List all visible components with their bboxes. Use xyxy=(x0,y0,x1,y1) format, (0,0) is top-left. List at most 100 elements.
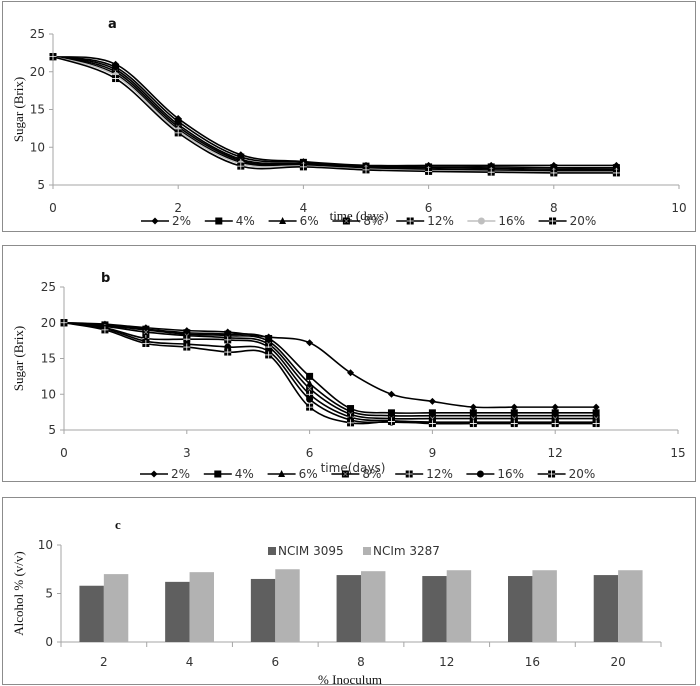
bar-ncim-3287-6 xyxy=(275,569,300,642)
data-point xyxy=(469,403,477,411)
bar-ncim-3095-16 xyxy=(508,576,533,642)
bar-ncim-3095-8 xyxy=(336,575,361,642)
series-2pct xyxy=(60,319,600,411)
data-point xyxy=(306,339,314,347)
data-point-glyph xyxy=(487,168,495,176)
legend-label: 16% xyxy=(498,214,525,228)
y-tick-label: 25 xyxy=(30,27,45,41)
legend-item: 8% xyxy=(332,214,382,228)
data-point xyxy=(510,403,518,411)
x-tick-label: 2 xyxy=(174,201,182,215)
y-tick-label: 5 xyxy=(37,178,45,192)
data-point-glyph xyxy=(425,167,433,175)
legend-item: 20% xyxy=(538,214,597,228)
legend-item: NCIm 3287 xyxy=(363,544,440,558)
series-2pct xyxy=(49,53,620,169)
x-tick-label: 0 xyxy=(60,446,68,460)
legend-marker xyxy=(151,217,159,225)
data-point-glyph xyxy=(183,343,191,351)
data-point-glyph xyxy=(112,75,120,83)
legend-item: 4% xyxy=(204,214,255,228)
y-tick-label: 20 xyxy=(41,316,56,330)
legend-swatch xyxy=(268,547,276,555)
panel-c-alcohol-bar-chart: c 0 5 10 2 4 6 8 12 16 20 % Inoculum Alcohol % (v/v)… xyxy=(2,497,696,686)
bar-ncim-3287-16 xyxy=(532,570,557,642)
legend-label: 20% xyxy=(569,467,596,481)
data-point-glyph xyxy=(49,53,57,61)
series-16pct xyxy=(49,53,620,176)
x-axis-title: time(days) xyxy=(321,461,386,475)
legend-marker-glyph xyxy=(343,471,348,477)
legend-label: 8% xyxy=(363,214,382,228)
legend-marker xyxy=(477,217,485,225)
x-tick-label: 4 xyxy=(186,655,194,669)
series-line xyxy=(52,55,617,171)
bar-ncim-3287-12 xyxy=(446,570,472,642)
y-axis-title: Alcohol % (v/v) xyxy=(11,551,26,635)
data-point-glyph xyxy=(362,166,370,174)
legend-marker-glyph xyxy=(548,470,556,478)
series-4pct xyxy=(49,53,620,172)
legend-marker-glyph xyxy=(406,217,414,225)
y-tick-label: 0 xyxy=(45,635,53,649)
legend-item: 2% xyxy=(141,214,191,228)
y-tick-label: 10 xyxy=(30,140,45,154)
legend-marker xyxy=(214,470,222,478)
series-20pct xyxy=(60,319,600,428)
legend-label: NCIM 3095 xyxy=(278,544,344,558)
x-tick-label: 8 xyxy=(550,201,558,215)
data-point-glyph xyxy=(142,339,150,347)
y-tick-label: 20 xyxy=(30,65,45,79)
legend-item: 12% xyxy=(396,214,454,228)
legend-label: 8% xyxy=(362,467,381,481)
legend-marker xyxy=(215,217,223,225)
data-point-glyph xyxy=(237,162,245,170)
data-point xyxy=(347,369,355,377)
legend-label: 6% xyxy=(299,467,318,481)
legend-item: 6% xyxy=(268,214,319,228)
y-tick-label: 15 xyxy=(41,352,56,366)
x-tick-label: 6 xyxy=(271,655,279,669)
x-tick-label: 6 xyxy=(306,446,314,460)
legend-item: NCIM 3095 xyxy=(268,544,344,558)
legend-label: 20% xyxy=(570,214,597,228)
legend-marker xyxy=(150,470,158,478)
bar-ncim-3287-20 xyxy=(618,570,643,642)
data-point-glyph xyxy=(174,129,182,137)
x-tick-label: 6 xyxy=(425,201,433,215)
panel-letter: c xyxy=(115,517,121,532)
x-tick-label: 12 xyxy=(439,655,454,669)
series-line xyxy=(52,55,617,172)
data-point-glyph xyxy=(224,336,232,344)
panel-b-sugar-vs-time: b 5 10 15 20 25 0 3 6 9 12 15 time(days) Sugar (Brix)… xyxy=(2,245,696,482)
data-point-glyph xyxy=(428,420,436,428)
series-20pct xyxy=(49,53,620,177)
legend-item: 20% xyxy=(537,467,596,481)
y-tick-label: 5 xyxy=(48,423,56,437)
legend-label: 12% xyxy=(427,214,454,228)
bar-ncim-3095-4 xyxy=(165,581,190,642)
data-point xyxy=(428,397,436,405)
y-tick-label: 5 xyxy=(45,587,53,601)
legend-item: 2% xyxy=(140,467,190,481)
legend-marker xyxy=(279,217,287,224)
series-4pct xyxy=(60,319,600,417)
legend-marker-glyph xyxy=(549,217,557,225)
legend-label: 2% xyxy=(171,467,190,481)
legend-item: 4% xyxy=(203,467,254,481)
series-line xyxy=(52,55,617,173)
legend-item: 6% xyxy=(267,467,318,481)
chart-b-svg: b 5 10 15 20 25 0 3 6 9 12 15 time(days) Sugar (Brix)… xyxy=(11,271,686,481)
panel-letter: b xyxy=(101,271,110,286)
series-12pct xyxy=(49,53,620,175)
legend-marker xyxy=(476,470,484,478)
data-point-glyph xyxy=(306,403,314,411)
x-axis-title: % Inoculum xyxy=(318,672,382,686)
legend: 2% 4% 6% 8% 12% 16% 20% xyxy=(140,467,595,481)
y-tick-label: 15 xyxy=(30,103,45,117)
series-16pct xyxy=(60,319,600,427)
series-line xyxy=(52,55,617,174)
y-tick-label: 25 xyxy=(41,280,56,294)
legend-item: 12% xyxy=(395,467,453,481)
x-tick-label: 8 xyxy=(357,655,365,669)
